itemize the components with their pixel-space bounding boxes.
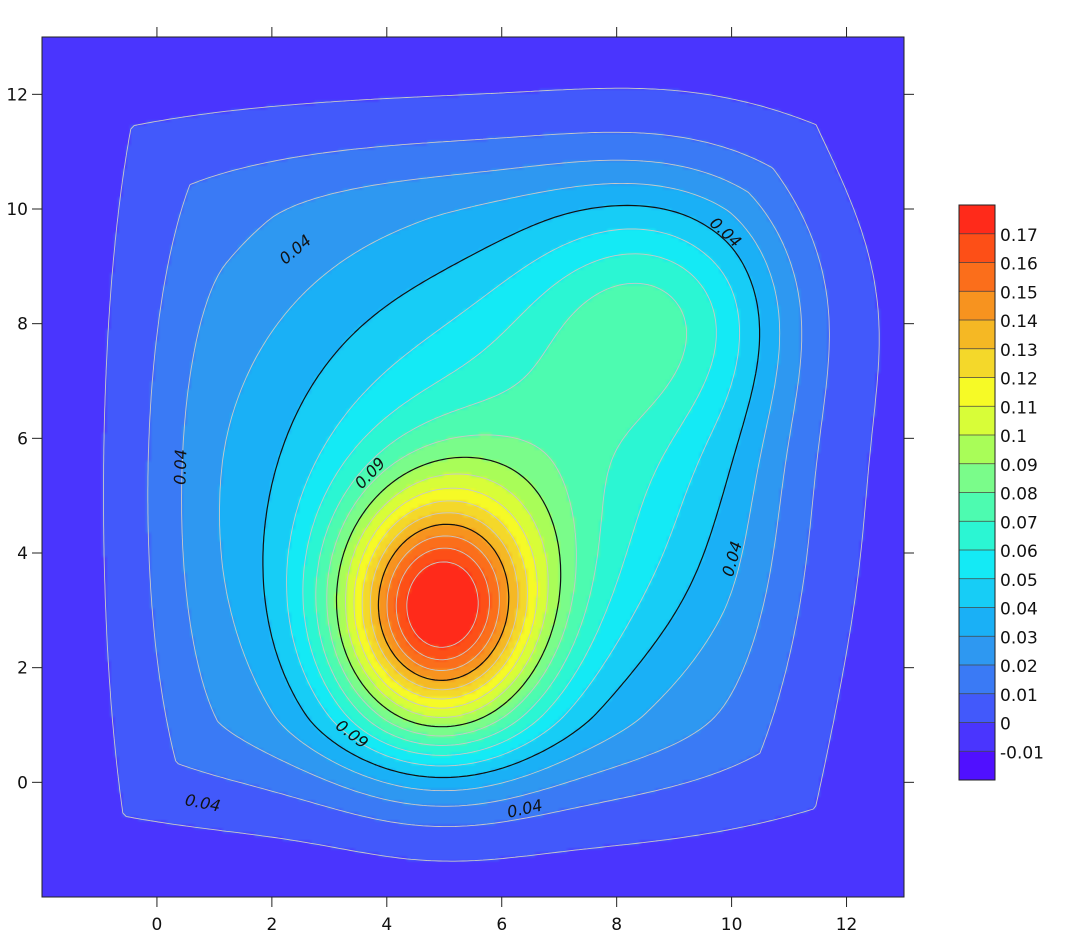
contour-line-highlight bbox=[262, 204, 761, 779]
colorbar-swatch bbox=[959, 521, 995, 551]
colorbar-swatch bbox=[959, 636, 995, 666]
x-tick-label: 0 bbox=[152, 915, 163, 935]
colorbar-swatch bbox=[959, 233, 995, 263]
colorbar-label: 0.17 bbox=[1000, 226, 1038, 246]
x-tick-label: 4 bbox=[381, 915, 392, 935]
colorbar-swatch bbox=[959, 435, 995, 465]
colorbar-label: 0.11 bbox=[1000, 398, 1038, 418]
contour-line bbox=[326, 434, 577, 737]
colorbar-label: 0.03 bbox=[1000, 628, 1038, 648]
contour-line bbox=[286, 228, 741, 767]
colorbar-label: 0.02 bbox=[1000, 657, 1038, 677]
colorbar-label: 0.12 bbox=[1000, 370, 1038, 390]
contour-fill bbox=[42, 37, 904, 897]
colorbar-swatch bbox=[959, 320, 995, 350]
contour-line bbox=[103, 87, 880, 862]
contour-line-highlight bbox=[335, 456, 562, 728]
contour-line bbox=[369, 512, 519, 691]
contour-labels: 0.04 0.040.040.040.04 0.040.090.09 bbox=[170, 213, 746, 821]
x-tick-label: 10 bbox=[721, 915, 743, 935]
contour-line bbox=[353, 487, 538, 709]
contour-line bbox=[302, 253, 717, 756]
colorbar: -0.01 0 0.01 0.02 0.03 0.04 0.05 0.06 0.07 0.08 0.… bbox=[958, 204, 1044, 781]
x-tick-label: 12 bbox=[836, 915, 858, 935]
plot-area: 0.04 0.040.040.040.04 0.040.090.09 bbox=[41, 36, 905, 898]
y-tick-label: 12 bbox=[6, 85, 28, 105]
colorbar-swatch bbox=[959, 751, 995, 781]
colorbar-swatch bbox=[959, 665, 995, 695]
contour-line bbox=[181, 159, 803, 807]
contour-line-highlight bbox=[377, 523, 510, 681]
colorbar-swatch bbox=[959, 348, 995, 378]
contour-line bbox=[315, 282, 687, 746]
colorbar-swatch bbox=[959, 406, 995, 436]
colorbar-label: 0.04 bbox=[1000, 600, 1038, 620]
colorbar-label: 0.16 bbox=[1000, 255, 1038, 275]
colorbar-swatch bbox=[959, 377, 995, 407]
plot-frame bbox=[41, 36, 905, 898]
contour-lines bbox=[103, 87, 880, 862]
colorbar-swatch bbox=[959, 550, 995, 580]
contour-line bbox=[147, 131, 830, 828]
contour-line bbox=[386, 535, 500, 671]
contour-line bbox=[345, 473, 549, 718]
colorbar-swatch bbox=[959, 722, 995, 752]
colorbar-label: 0.06 bbox=[1000, 542, 1038, 562]
x-tick-label: 2 bbox=[266, 915, 277, 935]
contour-line bbox=[406, 561, 479, 648]
colorbar-swatch bbox=[959, 607, 995, 637]
colorbar-label: 0.15 bbox=[1000, 283, 1038, 303]
y-tick-label: 4 bbox=[17, 544, 28, 564]
contour-label-text: 0.04 bbox=[170, 449, 190, 485]
contour-line bbox=[219, 182, 781, 792]
colorbar-swatch bbox=[959, 291, 995, 321]
colorbar-frame bbox=[958, 204, 996, 781]
y-tick-label: 6 bbox=[17, 429, 28, 449]
colorbar-label: 0.13 bbox=[1000, 341, 1038, 361]
y-tick-label: 8 bbox=[17, 315, 28, 335]
colorbar-swatch bbox=[959, 262, 995, 292]
colorbar-swatch bbox=[959, 463, 995, 493]
colorbar-swatch bbox=[959, 693, 995, 723]
colorbar-swatch bbox=[959, 492, 995, 522]
colorbar-label: 0.09 bbox=[1000, 456, 1038, 476]
y-axis: 0 2 4 6 8 10 12 bbox=[6, 85, 914, 793]
colorbar-label: -0.01 bbox=[1000, 743, 1044, 763]
y-tick-label: 2 bbox=[17, 659, 28, 679]
contour-line bbox=[361, 500, 528, 700]
colorbar-label: 0.08 bbox=[1000, 485, 1038, 505]
colorbar-label: 0.07 bbox=[1000, 513, 1038, 533]
y-tick-label: 0 bbox=[17, 773, 28, 793]
contour-label: 0.04 bbox=[170, 449, 190, 485]
x-tick-label: 6 bbox=[496, 915, 507, 935]
colorbar-label: 0.01 bbox=[1000, 686, 1038, 706]
contour-line bbox=[395, 547, 490, 661]
colorbar-label: 0.14 bbox=[1000, 312, 1038, 332]
colorbar-swatch bbox=[959, 205, 995, 235]
colorbar-swatch bbox=[959, 578, 995, 608]
y-tick-label: 10 bbox=[6, 200, 28, 220]
x-axis: 0 2 4 6 8 10 12 bbox=[152, 27, 858, 935]
x-tick-label: 8 bbox=[611, 915, 622, 935]
colorbar-label: 0.05 bbox=[1000, 571, 1038, 591]
colorbar-label: 0 bbox=[1000, 715, 1011, 735]
colorbar-label: 0.1 bbox=[1000, 427, 1027, 447]
